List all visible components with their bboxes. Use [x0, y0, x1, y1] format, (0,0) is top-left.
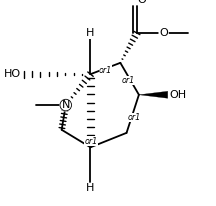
Polygon shape [139, 91, 168, 98]
Text: HO: HO [4, 69, 21, 79]
Text: or1: or1 [84, 137, 98, 146]
Text: OH: OH [170, 90, 187, 100]
Text: O: O [138, 0, 146, 5]
Text: or1: or1 [121, 76, 135, 85]
Text: or1: or1 [128, 113, 141, 122]
Text: H: H [86, 28, 95, 38]
Text: H: H [86, 183, 95, 193]
Text: N: N [62, 100, 70, 110]
Text: or1: or1 [99, 66, 112, 75]
Circle shape [60, 99, 71, 111]
Text: O: O [159, 28, 168, 38]
